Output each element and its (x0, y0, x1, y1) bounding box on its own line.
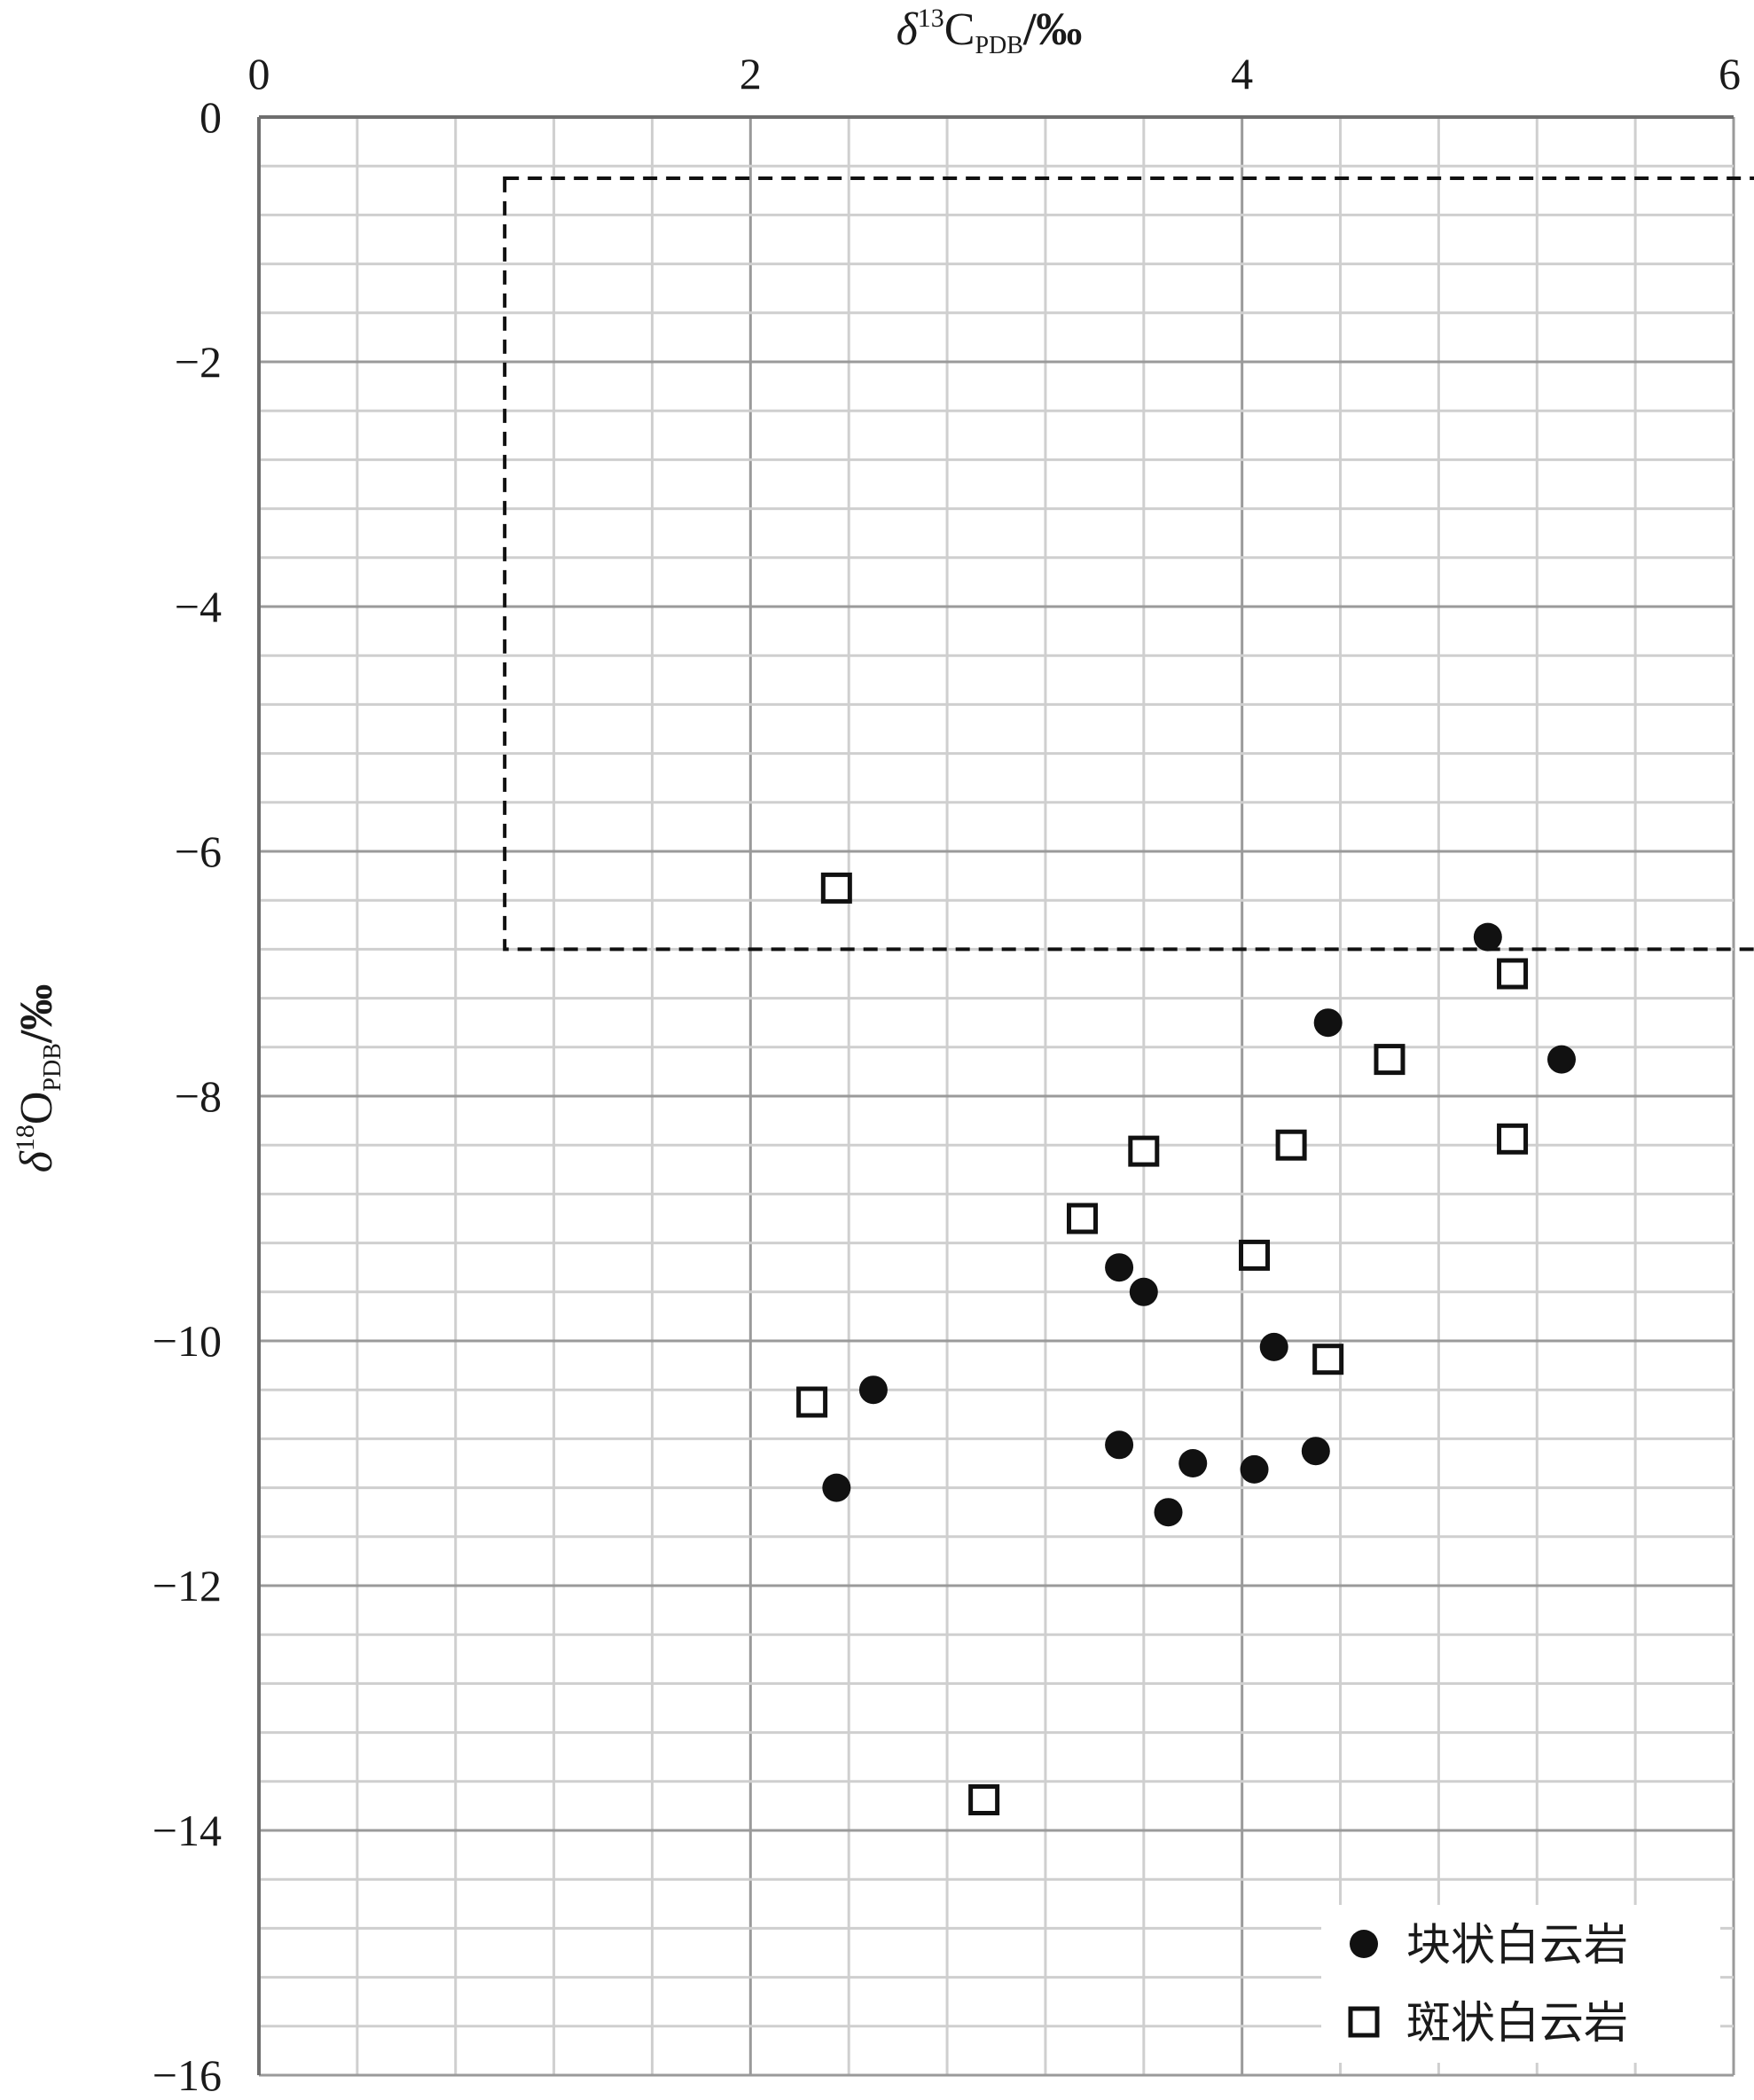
massive-dolomite-point (1105, 1430, 1134, 1460)
dashed-region-box (503, 176, 1754, 952)
massive-dolomite-point (822, 1473, 851, 1502)
legend-marker (1348, 2006, 1380, 2038)
massive-dolomite-point (1240, 1454, 1269, 1484)
massive-dolomite-point (1129, 1277, 1158, 1306)
porphyritic-dolomite-point (1374, 1044, 1406, 1076)
x-axis-title: δ13CPDB/‰ (897, 4, 1083, 59)
porphyritic-dolomite-point (968, 1784, 1000, 1815)
massive-dolomite-point (1313, 1008, 1343, 1038)
legend-label: 斑状白云岩 (1406, 1997, 1628, 2049)
x-tick-labels: 0 2 4 6 (248, 49, 1742, 98)
x-tick-label: 0 (248, 49, 270, 98)
reference-region (503, 176, 1754, 952)
x-axis-title-group: δ13CPDB/‰ (897, 4, 1083, 59)
axis-title-part-2: C (944, 4, 975, 55)
grid (257, 115, 1735, 2077)
legend-label: 块状白云岩 (1406, 1919, 1628, 1971)
axes (257, 115, 1734, 2075)
porphyritic-dolomite-point (796, 1386, 828, 1418)
massive-dolomite-point (1473, 922, 1502, 952)
massive-dolomite-point (858, 1375, 888, 1405)
porphyritic-dolomite-point (1275, 1129, 1307, 1161)
porphyritic-dolomite-point (1067, 1203, 1099, 1234)
y-axis-title: δ18OPDB/‰ (11, 984, 67, 1173)
y-tick-label: −8 (175, 1071, 222, 1121)
y-axis-title-group: δ18OPDB/‰ (11, 984, 67, 1173)
axis-title-part-2: O (12, 1092, 62, 1125)
massive-dolomite-point (1546, 1045, 1576, 1074)
axis-title-part-4: /‰ (12, 984, 62, 1044)
axis-title-part-0: δ (12, 1150, 62, 1172)
porphyritic-dolomite-point (1312, 1344, 1344, 1375)
porphyritic-dolomite-point (1239, 1239, 1271, 1271)
axis-title-part-1: 13 (918, 4, 944, 33)
massive-dolomite-point (1178, 1449, 1208, 1477)
y-tick-label: −2 (175, 337, 222, 387)
x-tick-label: 2 (740, 49, 762, 98)
porphyritic-dolomite-point (1128, 1135, 1160, 1167)
massive-dolomite-point (1154, 1498, 1183, 1527)
y-tick-label: 0 (200, 92, 222, 142)
porphyritic-dolomite-point (1497, 958, 1529, 990)
y-tick-label: −4 (175, 582, 222, 631)
y-tick-label: −14 (153, 1806, 222, 1855)
porphyritic-dolomite-point (1497, 1123, 1529, 1155)
massive-dolomite-point (1259, 1332, 1288, 1361)
axis-title-part-3: PDB (39, 1043, 67, 1091)
y-tick-label: −16 (153, 2050, 222, 2096)
x-tick-label: 4 (1231, 49, 1253, 98)
y-tick-label: −10 (153, 1316, 222, 1366)
y-tick-label: −6 (175, 827, 222, 876)
axis-title-part-4: /‰ (1022, 4, 1082, 55)
massive-dolomite-point (1105, 1253, 1134, 1282)
axis-title-part-1: 18 (11, 1124, 40, 1151)
axis-title-part-3: PDB (975, 32, 1022, 59)
porphyritic-dolomite-point (820, 872, 852, 904)
y-tick-label: −12 (153, 1561, 222, 1610)
y-tick-labels: 0 −2 −4 −6 −8 −10 −12 −14 −16 (153, 92, 222, 2100)
legend-marker (1350, 1930, 1378, 1958)
massive-dolomite-point (1301, 1437, 1330, 1466)
axis-title-part-0: δ (897, 4, 919, 55)
data-points (796, 872, 1576, 1815)
legend-box (1321, 1905, 1720, 2063)
x-tick-label: 6 (1719, 49, 1741, 98)
